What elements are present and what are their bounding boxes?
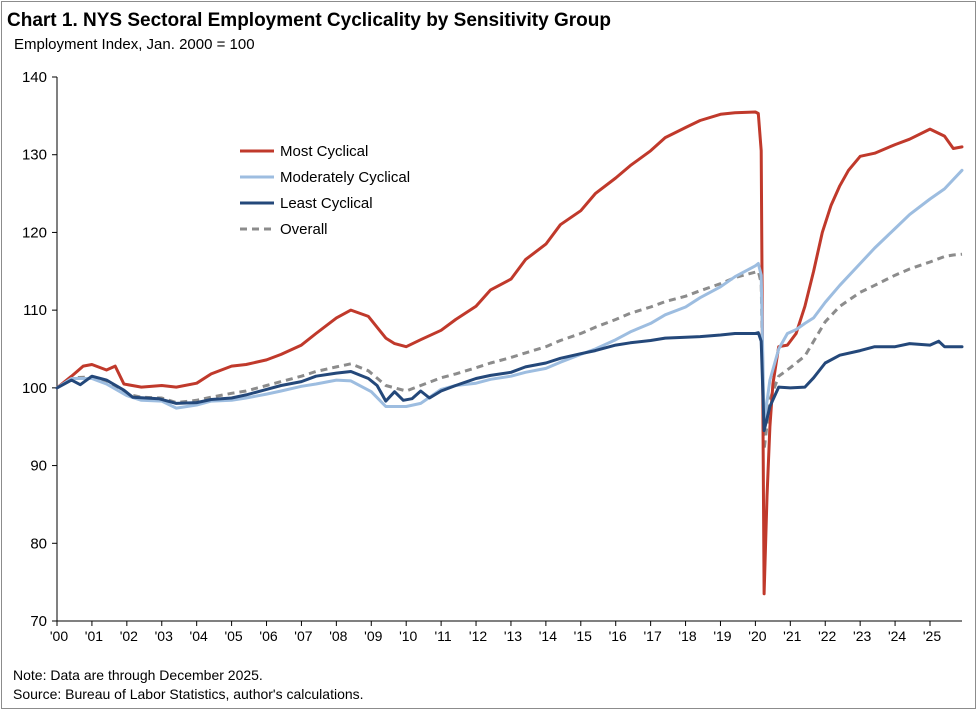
y-tick-label: 80	[30, 535, 47, 552]
x-tick-label: '10	[399, 628, 417, 644]
x-tick-label: '16	[609, 628, 627, 644]
x-tick-label: '14	[539, 628, 557, 644]
legend: Most Cyclical Moderately Cyclical Least Cy…	[240, 143, 410, 238]
series-layer	[55, 110, 964, 596]
x-tick-label: '19	[713, 628, 731, 644]
x-tick-label: '23	[853, 628, 871, 644]
chart-note: Note: Data are through December 2025.	[13, 667, 263, 683]
y-tick-label: 70	[30, 613, 47, 630]
legend-label-overall: Overall	[280, 221, 328, 238]
legend-label-moderately-cyclical: Moderately Cyclical	[280, 169, 410, 186]
series-line-most-cyclical	[55, 110, 964, 596]
legend-label-most-cyclical: Most Cyclical	[280, 143, 368, 160]
y-tick-label: 100	[22, 380, 47, 397]
x-tick-label: '08	[329, 628, 347, 644]
x-tick-label: '15	[574, 628, 592, 644]
x-tick-label: '09	[364, 628, 382, 644]
x-tick-label: '11	[435, 628, 452, 644]
series-line-overall	[56, 252, 963, 452]
chart-subtitle: Employment Index, Jan. 2000 = 100	[14, 36, 255, 53]
axes: 70 80 90 100 110 120 130 140 '00 '01 '02 '03 '04 '05 '…	[22, 69, 962, 644]
legend-label-least-cyclical: Least Cyclical	[280, 195, 373, 212]
x-tick-label: '03	[155, 628, 173, 644]
y-tick-label: 110	[23, 302, 47, 319]
x-tick-label: '04	[190, 628, 208, 644]
series-line-moderately-cyclical	[55, 168, 964, 425]
x-tick-label: '17	[644, 628, 662, 644]
y-tick-label: 140	[22, 69, 47, 86]
x-tick-label: '05	[224, 628, 242, 644]
y-tick-label: 130	[22, 147, 47, 164]
chart-source: Source: Bureau of Labor Statistics, auth…	[13, 686, 364, 702]
x-tick-label: '07	[294, 628, 312, 644]
x-tick-label: '00	[50, 628, 68, 644]
x-tick-label: '25	[923, 628, 941, 644]
x-tick-label: '06	[259, 628, 277, 644]
y-tick-label: 120	[22, 224, 47, 241]
x-tick-label: '22	[818, 628, 836, 644]
series-line-least-cyclical	[55, 331, 964, 433]
x-tick-label: '02	[120, 628, 138, 644]
line-chart: 70 80 90 100 110 120 130 140 '00 '01 '02 '03 '04 '05 '…	[22, 69, 964, 644]
x-tick-label: '12	[469, 628, 487, 644]
x-tick-label: '24	[888, 628, 906, 644]
x-tick-label: '13	[504, 628, 522, 644]
y-tick-label: 90	[30, 458, 47, 475]
chart-title: Chart 1. NYS Sectoral Employment Cyclica…	[7, 10, 611, 31]
x-tick-label: '18	[678, 628, 696, 644]
x-tick-label: '21	[783, 628, 801, 644]
x-tick-label: '01	[85, 628, 103, 644]
x-tick-label: '20	[748, 628, 766, 644]
